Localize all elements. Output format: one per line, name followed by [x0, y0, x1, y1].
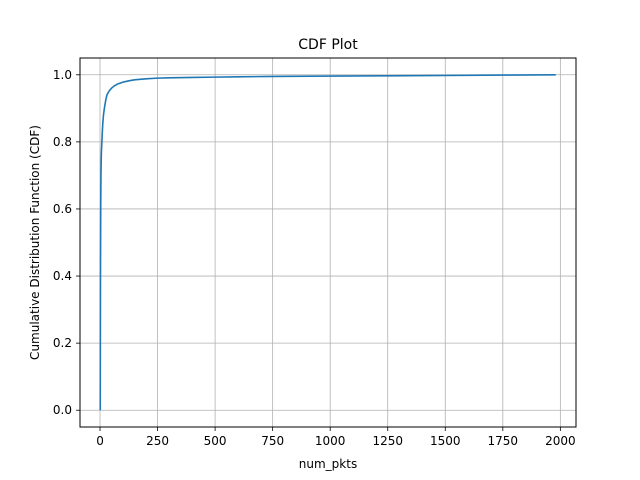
x-tick-label: 1250	[372, 434, 403, 448]
cdf-series-line	[99, 73, 556, 411]
x-tick-label: 750	[261, 434, 284, 448]
plot-area-frame	[79, 57, 577, 428]
x-axis-label: num_pkts	[299, 457, 357, 471]
y-tick-label: 0.6	[53, 202, 72, 216]
x-tick-label: 1000	[315, 434, 346, 448]
y-tick-label: 0.2	[53, 336, 72, 350]
chart-title: CDF Plot	[298, 37, 358, 53]
y-axis-label: Cumulative Distribution Function (CDF)	[28, 125, 42, 360]
x-tick-label: 500	[204, 434, 227, 448]
x-tick-label: 1750	[488, 434, 519, 448]
y-tick-label: 0.8	[53, 135, 72, 149]
x-tick-label: 250	[146, 434, 169, 448]
x-tick-label: 2000	[545, 434, 576, 448]
x-tick-label: 1500	[430, 434, 461, 448]
tick-layer: 0 250 500 750 1000 1250 1500 1750 2000 0.0 0.2 0.4 0…	[53, 68, 576, 448]
y-tick-label: 0.0	[53, 403, 72, 417]
grid-lines	[80, 58, 576, 427]
y-tick-label: 1.0	[53, 68, 72, 82]
series-layer	[99, 73, 556, 411]
y-tick-label: 0.4	[53, 269, 72, 283]
x-tick-label: 0	[96, 434, 104, 448]
